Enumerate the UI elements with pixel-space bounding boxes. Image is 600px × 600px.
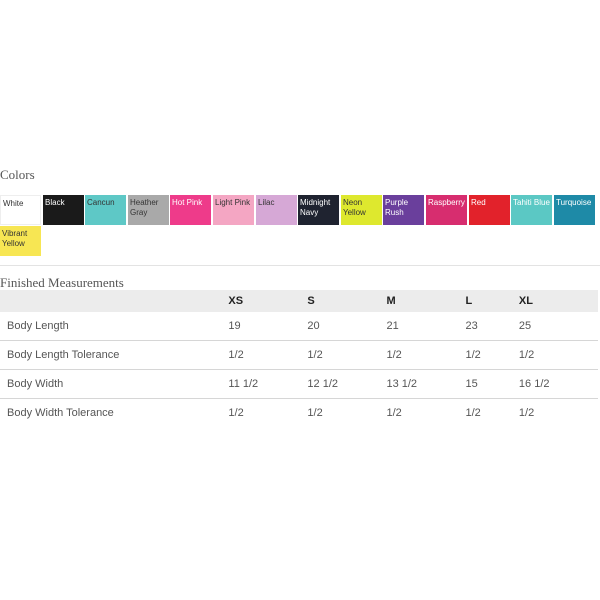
table-cell: 1/2 bbox=[228, 407, 244, 419]
table-cell: 20 bbox=[307, 312, 387, 341]
table-cell: 1/2 bbox=[465, 407, 481, 419]
table-cell: 1/2 bbox=[518, 407, 535, 419]
color-swatch-raspberry[interactable]: Raspberry bbox=[426, 195, 467, 225]
color-swatch-red[interactable]: Red bbox=[469, 195, 510, 225]
column-header-xl: XL bbox=[518, 290, 598, 312]
row-label: Body Width Tolerance bbox=[7, 407, 114, 419]
table-cell: 25 bbox=[518, 312, 598, 341]
color-swatch-turquoise[interactable]: Turquoise bbox=[554, 195, 595, 225]
color-swatch-tahiti-blue[interactable]: Tahiti Blue bbox=[511, 195, 552, 225]
color-swatch-hot-pink[interactable]: Hot Pink bbox=[170, 195, 211, 225]
color-swatch-light-pink[interactable]: Light Pink bbox=[213, 195, 254, 225]
row-label: Body Length Tolerance bbox=[0, 340, 229, 370]
row-label: Body Width bbox=[0, 369, 229, 399]
column-header-l: L bbox=[465, 290, 519, 312]
table-row: Body Length Tolerance 1/2 1/2 1/2 1/2 1/… bbox=[0, 340, 598, 370]
table-cell: 1/2 bbox=[228, 340, 308, 370]
color-swatch-white[interactable]: White bbox=[0, 195, 41, 225]
table-cell: 15 bbox=[465, 369, 519, 399]
table-cell: 23 bbox=[465, 312, 519, 341]
column-header-xs: XS bbox=[228, 290, 308, 312]
table-cell: 19 bbox=[228, 312, 308, 341]
column-header-label bbox=[0, 290, 229, 312]
table-cell: 1/2 bbox=[307, 407, 323, 419]
color-swatch-heather-gray[interactable]: Heather Gray bbox=[128, 195, 169, 225]
colors-title: Colors bbox=[0, 167, 35, 182]
color-swatch-vibrant-yellow[interactable]: Vibrant Yellow bbox=[0, 226, 41, 256]
color-swatch-lilac[interactable]: Lilac bbox=[256, 195, 297, 225]
color-swatch-midnight-navy[interactable]: Midnight Navy bbox=[298, 195, 339, 225]
table-cell: 1/2 bbox=[518, 340, 598, 370]
table-cell: 21 bbox=[386, 312, 466, 341]
color-swatch-purple-rush[interactable]: Purple Rush bbox=[383, 195, 424, 225]
table-cell: 12 1/2 bbox=[307, 369, 387, 399]
color-swatch-neon-yellow[interactable]: Neon Yellow bbox=[341, 195, 382, 225]
table-header-row: XS S M L XL bbox=[0, 290, 598, 312]
table-row: Body Width Tolerance 1/2 1/2 1/2 1/2 1/2 bbox=[0, 399, 598, 428]
column-header-m: M bbox=[386, 290, 466, 312]
column-header-s: S bbox=[307, 290, 387, 312]
table-cell: 16 1/2 bbox=[518, 369, 598, 399]
measurements-title: Finished Measurements bbox=[0, 275, 124, 290]
table-row: Body Length 19 20 21 23 25 bbox=[0, 312, 598, 341]
divider bbox=[0, 265, 600, 266]
color-swatch-black[interactable]: Black bbox=[43, 195, 84, 225]
table-cell: 11 1/2 bbox=[228, 369, 308, 399]
color-swatch-cancun[interactable]: Cancun bbox=[85, 195, 126, 225]
row-label: Body Length bbox=[0, 312, 229, 341]
table-cell: 1/2 bbox=[465, 340, 519, 370]
table-row: Body Width 11 1/2 12 1/2 13 1/2 15 16 1/… bbox=[0, 369, 598, 399]
measurements-table: XS S M L XL Body Length 19 20 21 23 25 B… bbox=[0, 290, 598, 427]
table-cell: 1/2 bbox=[386, 340, 466, 370]
table-cell: 13 1/2 bbox=[386, 369, 466, 399]
table-cell: 1/2 bbox=[307, 340, 387, 370]
table-cell: 1/2 bbox=[386, 407, 402, 419]
